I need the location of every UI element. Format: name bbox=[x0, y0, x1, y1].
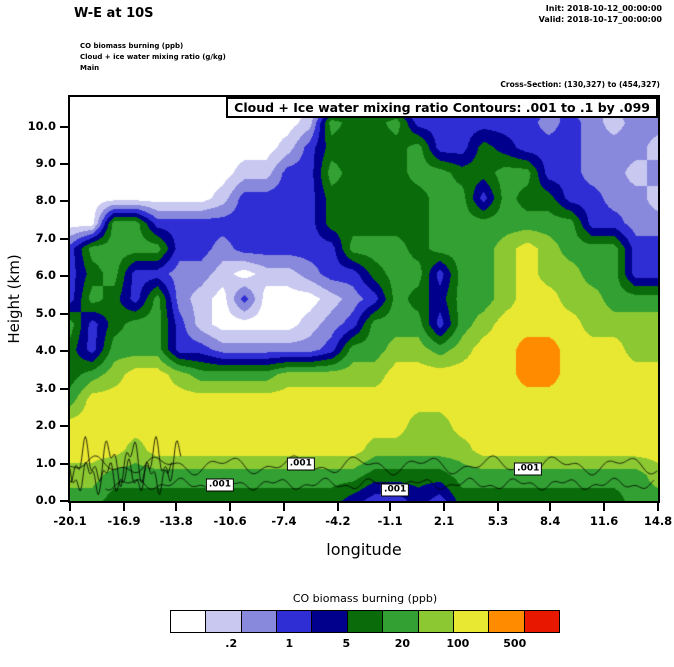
colorbar-tick-label: 1 bbox=[285, 637, 294, 650]
x-tick-mark bbox=[336, 503, 339, 511]
y-tick-mark bbox=[60, 425, 68, 428]
colorbar-tick-label: .2 bbox=[225, 637, 238, 650]
plot-inner-title: Cloud + Ice water mixing ratio Contours:… bbox=[226, 97, 658, 118]
contour-field-canvas bbox=[70, 97, 658, 501]
x-tick-label: -7.4 bbox=[271, 514, 297, 528]
valid-label: Valid: 2018-10-17_00:00:00 bbox=[538, 14, 662, 24]
y-axis-label: Height (km) bbox=[5, 254, 23, 344]
contour-value-label: .001 bbox=[286, 457, 315, 471]
x-tick-mark bbox=[175, 503, 178, 511]
cross-section-label: Cross-Section: (130,327) to (454,327) bbox=[500, 80, 660, 89]
colorbar-cell bbox=[489, 611, 525, 632]
x-tick-label: -20.1 bbox=[53, 514, 87, 528]
x-axis-label: longitude bbox=[326, 540, 402, 559]
y-tick-label: 3.0 bbox=[35, 380, 56, 395]
y-tick-mark bbox=[60, 237, 68, 240]
contour-value-label: .001 bbox=[205, 478, 235, 492]
x-tick-mark bbox=[603, 503, 606, 511]
y-tick-mark bbox=[60, 200, 68, 203]
colorbar-tick-label: 100 bbox=[446, 637, 470, 650]
init-label: Init: 2018-10-12_00:00:00 bbox=[545, 4, 662, 13]
y-tick-mark bbox=[60, 387, 68, 390]
colorbar-cell bbox=[347, 611, 384, 632]
colorbar-tick-label: 500 bbox=[503, 637, 527, 650]
field-info-line: Main bbox=[80, 63, 100, 72]
y-tick-label: 7.0 bbox=[35, 230, 56, 245]
page-title: W-E at 10S bbox=[74, 6, 154, 21]
contour-value-label: .001 bbox=[514, 462, 543, 476]
y-tick-mark bbox=[60, 462, 68, 465]
x-tick-mark bbox=[496, 503, 499, 511]
field-info-line: CO biomass burning (ppb) bbox=[80, 42, 184, 50]
colorbar bbox=[170, 610, 560, 633]
y-tick-label: 1.0 bbox=[35, 455, 56, 470]
y-tick-mark bbox=[60, 163, 68, 166]
x-tick-label: 14.8 bbox=[643, 514, 673, 528]
y-tick-label: 10.0 bbox=[27, 118, 56, 133]
y-tick-mark bbox=[60, 312, 68, 315]
y-tick-label: 0.0 bbox=[35, 493, 56, 507]
colorbar-tick-label: 5 bbox=[342, 637, 351, 650]
x-tick-mark bbox=[122, 503, 125, 511]
x-tick-mark bbox=[657, 503, 659, 511]
y-tick-mark bbox=[60, 275, 68, 278]
run-time-info: Init: 2018-10-12_00:00:00 Valid: 2018-10… bbox=[539, 4, 662, 26]
y-tick-mark bbox=[60, 500, 68, 502]
x-tick-mark bbox=[282, 503, 285, 511]
field-info: CO biomass burning (ppb) Cloud + ice wat… bbox=[80, 41, 226, 74]
colorbar-cell bbox=[383, 611, 419, 632]
colorbar-cell bbox=[524, 611, 559, 632]
y-tick-mark bbox=[60, 350, 68, 353]
colorbar-cell bbox=[312, 611, 348, 632]
y-tick-label: 6.0 bbox=[35, 268, 56, 283]
colorbar-cell bbox=[206, 611, 242, 632]
plot-area: Cloud + Ice water mixing ratio Contours:… bbox=[28, 95, 672, 528]
y-tick-label: 9.0 bbox=[35, 156, 56, 171]
x-tick-label: 5.3 bbox=[487, 514, 509, 528]
colorbar-cell bbox=[453, 611, 490, 632]
x-tick-label: 8.4 bbox=[539, 514, 561, 528]
x-tick-mark bbox=[389, 503, 392, 511]
y-tick-label: 2.0 bbox=[35, 418, 56, 433]
x-tick-label: -13.8 bbox=[159, 514, 193, 528]
x-tick-label: 11.6 bbox=[589, 514, 619, 528]
x-tick-label: -1.1 bbox=[377, 514, 403, 528]
colorbar-tick-labels: .2 1 5 20 100 500 bbox=[170, 637, 560, 651]
x-tick-label: -4.2 bbox=[325, 514, 351, 528]
colorbar-cell bbox=[171, 611, 207, 632]
y-tick-label: 5.0 bbox=[35, 305, 56, 320]
y-tick-mark bbox=[60, 125, 68, 128]
y-tick-label: 8.0 bbox=[35, 193, 56, 208]
x-tick-mark bbox=[69, 503, 71, 511]
contour-value-label: .001 bbox=[381, 483, 410, 497]
x-tick-label: -10.6 bbox=[213, 514, 247, 528]
x-tick-label: 2.1 bbox=[433, 514, 455, 528]
colorbar-cell bbox=[418, 611, 454, 632]
field-info-line: Cloud + ice water mixing ratio (g/kg) bbox=[80, 52, 226, 61]
x-tick-mark bbox=[549, 503, 552, 511]
colorbar-cell bbox=[241, 611, 278, 632]
colorbar-tick-label: 20 bbox=[394, 637, 411, 650]
y-tick-label: 4.0 bbox=[35, 343, 56, 358]
colorbar-cell bbox=[277, 611, 313, 632]
x-tick-mark bbox=[229, 503, 232, 511]
x-tick-label: -16.9 bbox=[107, 514, 141, 528]
colorbar-title: CO biomass burning (ppb) bbox=[292, 592, 438, 605]
x-tick-mark bbox=[443, 503, 446, 511]
